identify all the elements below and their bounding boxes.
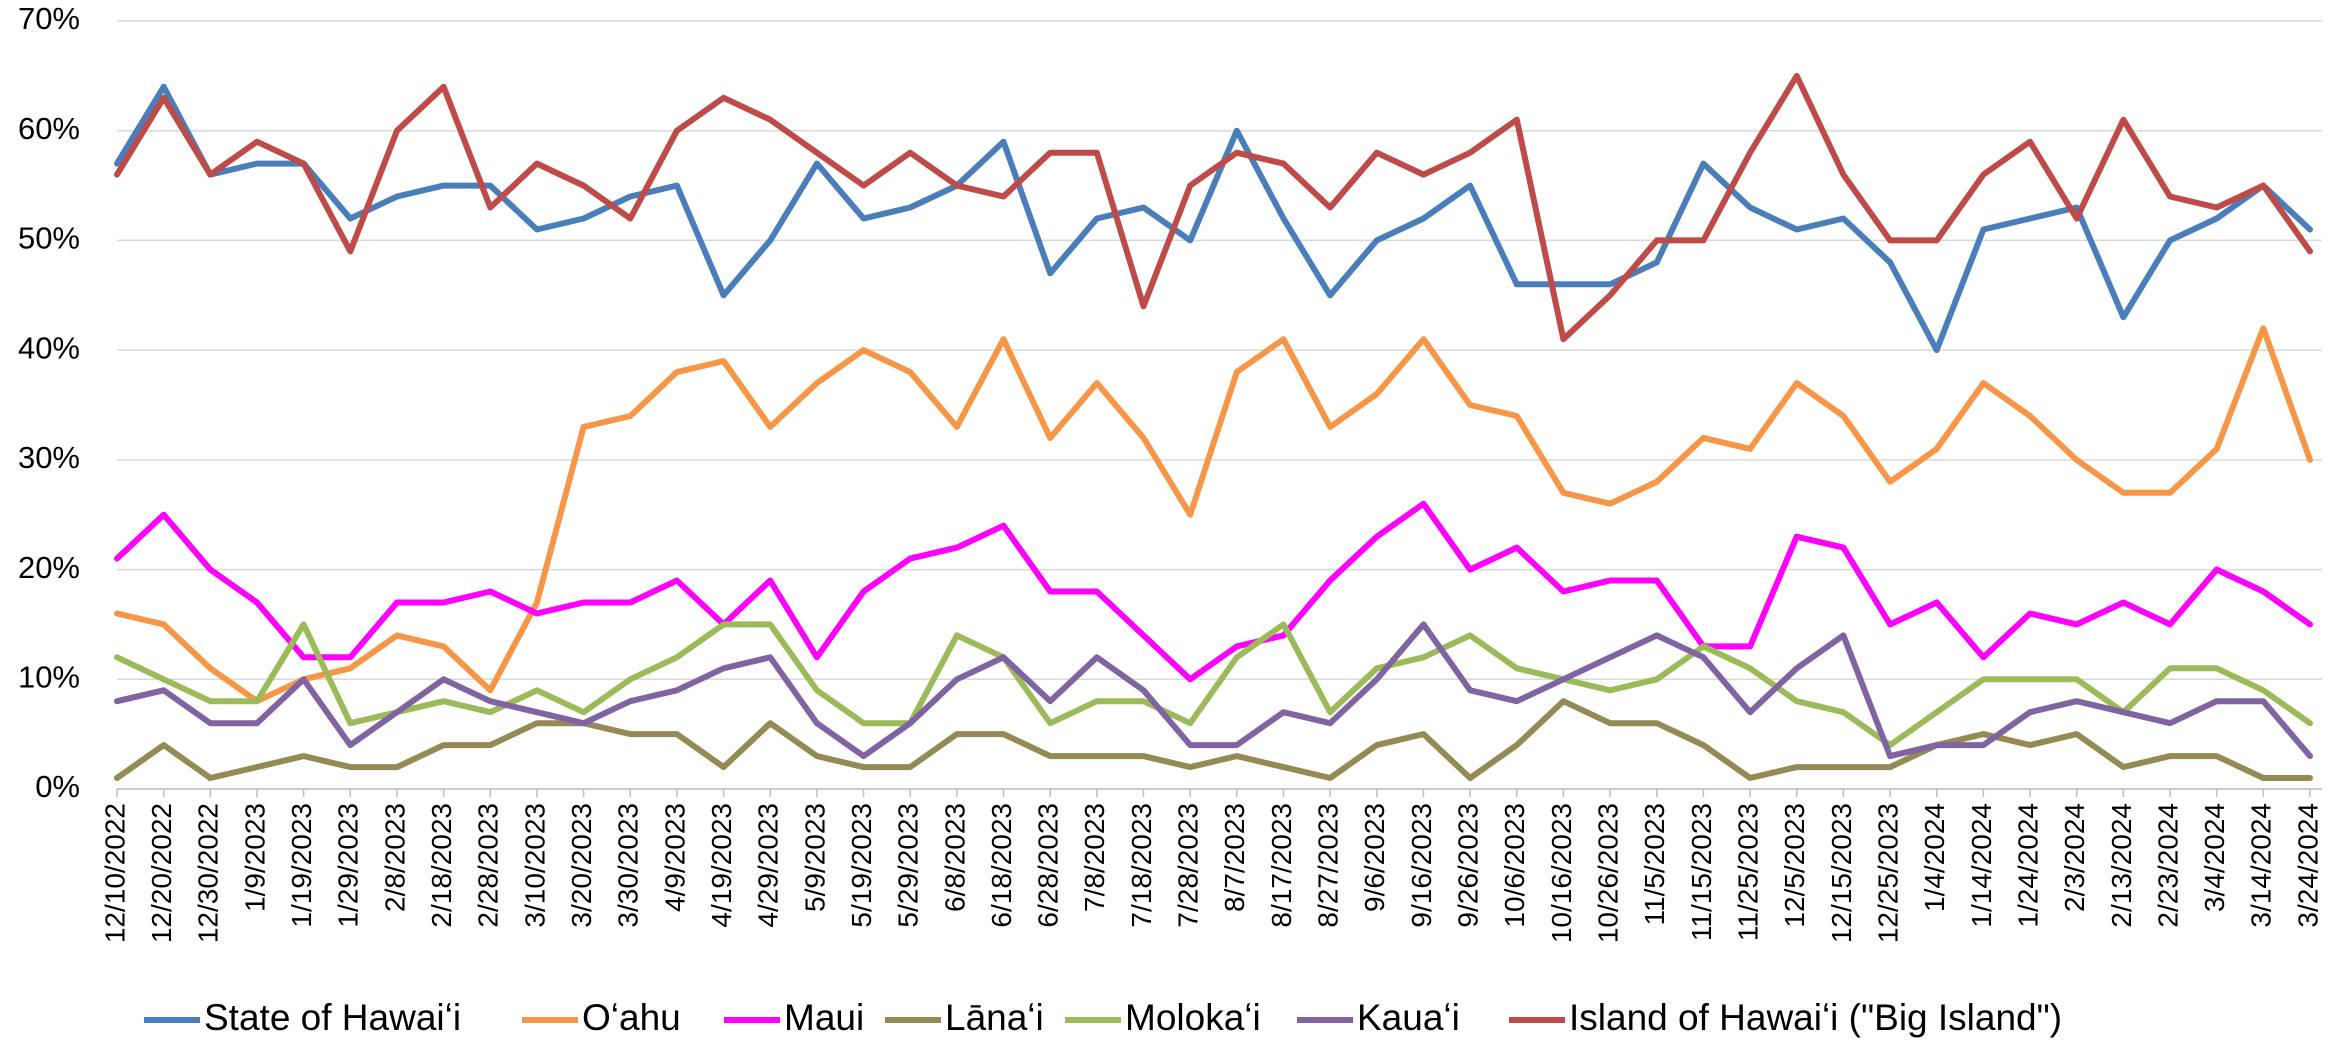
x-tick-label: 2/18/2023 bbox=[426, 803, 457, 928]
legend-label: Maui bbox=[784, 997, 864, 1038]
x-tick-label: 2/28/2023 bbox=[473, 803, 504, 928]
y-tick-label: 50% bbox=[18, 221, 80, 256]
x-tick-label: 2/8/2023 bbox=[379, 803, 410, 912]
x-tick-label: 4/29/2023 bbox=[753, 803, 784, 928]
x-tick-label: 1/9/2023 bbox=[239, 803, 270, 912]
y-tick-label: 0% bbox=[35, 769, 80, 804]
x-tick-label: 8/7/2023 bbox=[1219, 803, 1250, 912]
x-tick-label: 2/23/2024 bbox=[2152, 803, 2183, 928]
y-tick-label: 20% bbox=[18, 550, 80, 585]
x-tick-label: 3/20/2023 bbox=[566, 803, 597, 928]
x-tick-label: 5/29/2023 bbox=[893, 803, 924, 928]
series-line bbox=[114, 72, 2313, 343]
legend-label: Lānaʻi bbox=[945, 997, 1044, 1038]
legend-label: Oʻahu bbox=[582, 997, 681, 1038]
x-tick-label: 7/18/2023 bbox=[1126, 803, 1157, 928]
x-tick-label: 12/30/2022 bbox=[193, 803, 224, 943]
y-tick-label: 60% bbox=[18, 111, 80, 146]
x-tick-label: 11/25/2023 bbox=[1732, 803, 1763, 941]
x-tick-label: 5/9/2023 bbox=[799, 803, 830, 912]
y-tick-label: 70% bbox=[18, 1, 80, 36]
x-tick-label: 3/4/2024 bbox=[2199, 803, 2230, 912]
series-line bbox=[114, 621, 2313, 760]
x-tick-label: 1/4/2024 bbox=[1919, 803, 1950, 912]
x-tick-label: 10/16/2023 bbox=[1546, 803, 1577, 943]
x-tick-label: 6/8/2023 bbox=[939, 803, 970, 912]
y-tick-label: 30% bbox=[18, 440, 80, 475]
series-line bbox=[114, 500, 2313, 683]
x-tick-label: 11/5/2023 bbox=[1639, 803, 1670, 926]
x-tick-label: 8/27/2023 bbox=[1313, 803, 1344, 928]
x-tick-label: 12/10/2022 bbox=[99, 803, 130, 943]
x-tick-label: 7/28/2023 bbox=[1173, 803, 1204, 928]
x-tick-label: 3/24/2024 bbox=[2292, 803, 2323, 928]
x-tick-label: 9/6/2023 bbox=[1359, 803, 1390, 912]
series-line bbox=[114, 621, 2313, 749]
x-tick-label: 12/5/2023 bbox=[1779, 803, 1810, 928]
x-tick-label: 6/18/2023 bbox=[986, 803, 1017, 928]
x-tick-label: 4/9/2023 bbox=[659, 803, 690, 912]
x-tick-label: 5/19/2023 bbox=[846, 803, 877, 928]
series-line bbox=[114, 325, 2313, 705]
x-tick-label: 3/30/2023 bbox=[613, 803, 644, 928]
x-tick-label: 9/16/2023 bbox=[1406, 803, 1437, 928]
legend-label: Kauaʻi bbox=[1357, 997, 1460, 1038]
x-tick-label: 12/15/2023 bbox=[1826, 803, 1857, 943]
x-tick-label: 1/19/2023 bbox=[286, 803, 317, 928]
legend-label: Island of Hawaiʻi ("Big Island") bbox=[1569, 997, 2062, 1038]
x-tick-label: 2/3/2024 bbox=[2059, 803, 2090, 912]
x-tick-label: 4/19/2023 bbox=[706, 803, 737, 928]
x-tick-label: 3/10/2023 bbox=[519, 803, 550, 928]
y-tick-label: 10% bbox=[18, 659, 80, 694]
x-tick-label: 8/17/2023 bbox=[1266, 803, 1297, 928]
legend-label: Molokaʻi bbox=[1125, 997, 1261, 1038]
x-tick-label: 10/6/2023 bbox=[1499, 803, 1530, 928]
x-tick-label: 7/8/2023 bbox=[1079, 803, 1110, 912]
x-tick-label: 10/26/2023 bbox=[1592, 803, 1623, 943]
x-tick-label: 12/25/2023 bbox=[1872, 803, 1903, 943]
x-tick-label: 1/14/2024 bbox=[1966, 803, 1997, 928]
x-tick-label: 1/29/2023 bbox=[333, 803, 364, 928]
x-tick-label: 3/14/2024 bbox=[2246, 803, 2277, 928]
series-line bbox=[114, 698, 2313, 781]
x-tick-label: 12/20/2022 bbox=[146, 803, 177, 943]
x-tick-label: 2/13/2024 bbox=[2106, 803, 2137, 928]
x-tick-label: 6/28/2023 bbox=[1033, 803, 1064, 928]
x-tick-label: 11/15/2023 bbox=[1686, 803, 1717, 941]
series-line bbox=[114, 83, 2313, 354]
x-tick-label: 9/26/2023 bbox=[1453, 803, 1484, 928]
legend-label: State of Hawaiʻi bbox=[204, 997, 461, 1038]
x-tick-label: 1/24/2024 bbox=[2012, 803, 2043, 928]
y-tick-label: 40% bbox=[18, 330, 80, 365]
